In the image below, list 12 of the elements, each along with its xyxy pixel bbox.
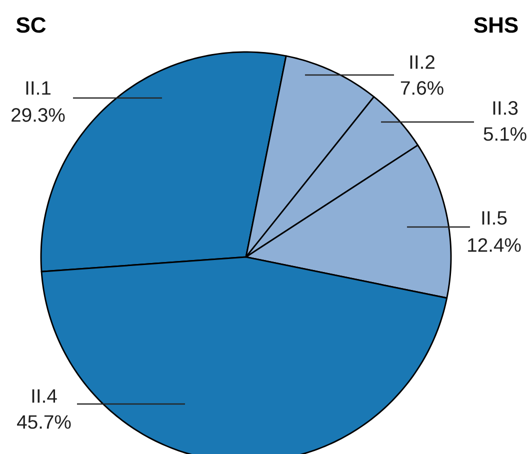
slice-label: II.5 xyxy=(482,211,507,225)
data-label: 12.4% xyxy=(468,238,521,252)
slice-label: II.2 xyxy=(410,55,434,69)
data-label: 45.7% xyxy=(17,415,71,429)
text: SHS xyxy=(474,17,518,33)
data-label: 29.3% xyxy=(12,108,65,122)
data-label: 5.1% xyxy=(484,127,526,141)
slice-label: II.4 xyxy=(32,389,57,403)
text: SC xyxy=(16,17,46,33)
slice-label: II.1 xyxy=(26,81,50,95)
slice-label: II.3 xyxy=(493,101,518,115)
data-label: 7.6% xyxy=(400,81,444,95)
